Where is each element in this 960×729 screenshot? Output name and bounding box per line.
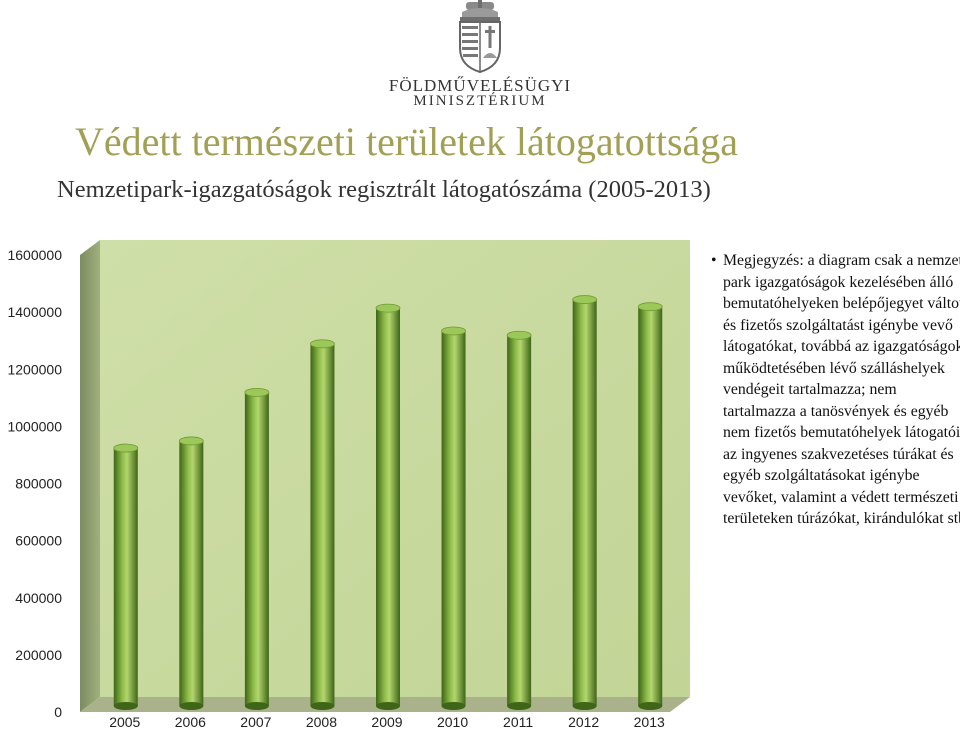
bar-base-2008: [310, 702, 335, 710]
y-tick-label: 1200000: [7, 361, 62, 377]
y-axis-ticks: 0 200000 400000 600000 800000 1000000 1200000 1…: [7, 247, 62, 720]
bar-2009: [376, 308, 400, 706]
chart-side-wall: [80, 240, 100, 712]
bar-top-2011: [506, 330, 532, 340]
y-tick-label: 200000: [15, 647, 62, 663]
bar-base-2005: [113, 702, 138, 710]
bar-base-2007: [244, 702, 269, 710]
bar-top-2006: [178, 436, 204, 446]
bar-2010: [441, 330, 466, 706]
bar-base-2009: [376, 702, 400, 710]
bar-base-2013: [638, 702, 663, 710]
bar-base-2012: [572, 702, 597, 710]
logo-ministry-name-line2: MINISZTÉRIUM: [413, 93, 547, 109]
bar-2012: [572, 299, 597, 706]
bar-top-2009: [375, 303, 401, 313]
y-tick-label: 800000: [15, 476, 62, 492]
x-axis-ticks: 2005 2006 2007 2008 2009 2010 2011 2012 2013: [109, 714, 665, 729]
y-tick-label: 0: [54, 704, 62, 720]
bar-2005: [113, 448, 138, 706]
bar-top-2013: [637, 302, 663, 312]
bar-top-2007: [244, 387, 270, 397]
y-tick-label: 400000: [15, 590, 62, 606]
ministry-logo: FÖLDMŰVELÉSÜGYI MINISZTÉRIUM: [380, 0, 580, 112]
bar-series: [113, 295, 663, 710]
bar-base-2006: [179, 702, 204, 710]
x-tick-label: 2005: [109, 714, 140, 729]
bar-2013: [638, 306, 663, 706]
bar-top-2005: [113, 443, 139, 453]
bar-2007: [244, 392, 269, 706]
x-tick-label: 2008: [306, 714, 337, 729]
y-tick-label: 1000000: [7, 418, 62, 434]
slide-title: Védett természeti területek látogatottsá…: [75, 119, 739, 164]
note-bullet: •: [711, 252, 717, 269]
bar-base-2010: [441, 702, 466, 710]
x-tick-label: 2007: [240, 714, 271, 729]
bar-top-2008: [310, 339, 335, 349]
chart-footnote: • Megjegyzés: a diagram csak a nemzeti pa…: [711, 250, 960, 530]
bar-2011: [507, 335, 532, 706]
y-tick-label: 600000: [15, 533, 62, 549]
x-tick-label: 2006: [175, 714, 206, 729]
logo-ministry-name-line1: FÖLDMŰVELÉSÜGYI: [388, 76, 572, 95]
bar-2008: [310, 343, 335, 706]
x-tick-label: 2013: [634, 714, 665, 729]
y-tick-label: 1400000: [7, 304, 62, 320]
bar-top-2010: [441, 326, 466, 336]
x-tick-label: 2012: [568, 714, 599, 729]
bar-2006: [179, 440, 204, 706]
x-tick-label: 2009: [371, 714, 402, 729]
hungarian-coat-of-arms-icon: [459, 0, 501, 74]
x-tick-label: 2011: [503, 714, 533, 729]
bar-base-2011: [507, 702, 532, 710]
chart-subtitle: Nemzetipark-igazgatóságok regisztrált lá…: [57, 176, 711, 203]
bar-top-2012: [572, 295, 598, 304]
x-tick-label: 2010: [437, 714, 468, 729]
note-text: Megjegyzés: a diagram csak a nemzeti par…: [723, 252, 960, 527]
y-tick-label: 1600000: [7, 247, 62, 263]
